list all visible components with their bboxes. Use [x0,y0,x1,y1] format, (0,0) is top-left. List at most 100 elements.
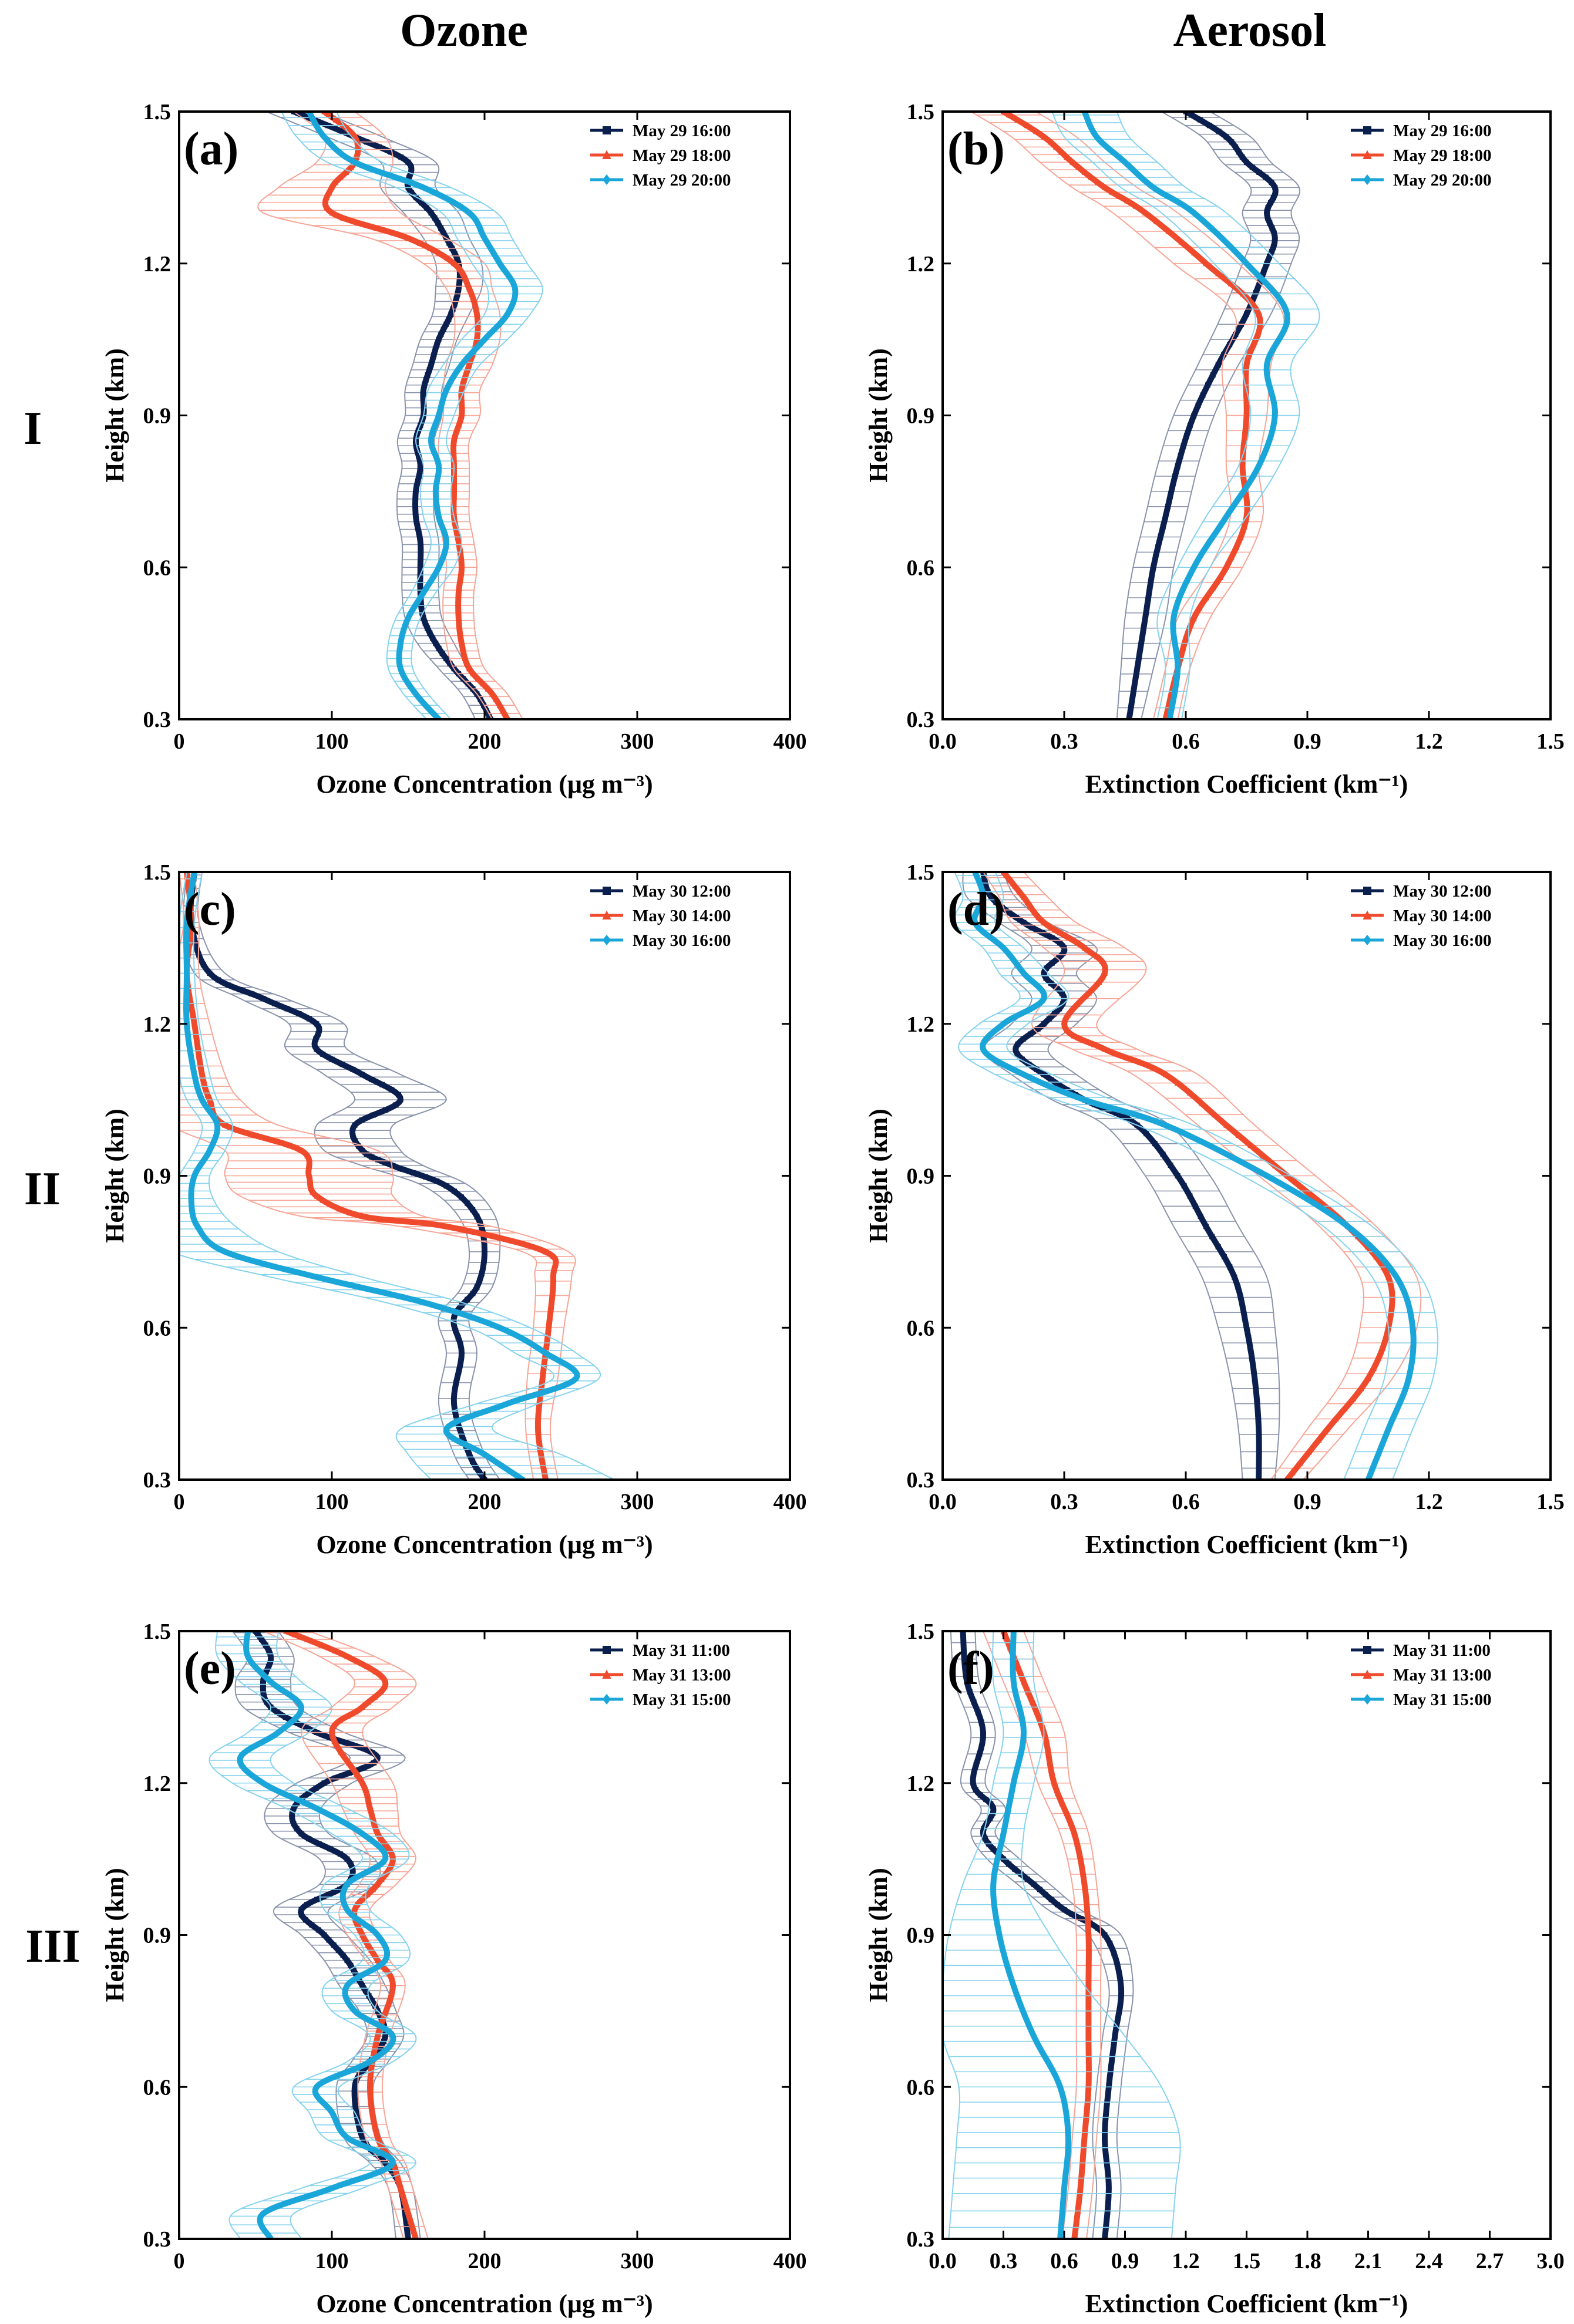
panel-b-series-2-point [1190,615,1197,621]
panel-d-series-2-point [1137,1059,1143,1066]
panel-e-series-1-point [405,2236,411,2239]
panel-e-series-3-point [359,1830,365,1837]
panel-b-series-3-point [1267,351,1273,358]
panel-b-series-1-point [1167,494,1173,499]
panel-d-series-1-point [1046,1016,1052,1022]
panel-d-series-3-point [1411,1334,1417,1342]
panel-d-series-1-point [999,904,1005,910]
panel-c-series-3-point [183,990,189,997]
panel-b-series-1-point [1207,123,1213,129]
panel-c-y-tick-label: 0.9 [143,1164,171,1189]
panel-d-series-2-point [1065,934,1072,941]
panel-a-series-3-point [463,356,469,363]
panel-a-series-1-point [398,154,404,160]
panel-e-series-3-point [237,1759,243,1767]
panel-b-series-1-point [1263,174,1269,180]
panel-d-series-1-point [982,877,988,883]
panel-a-series-1-point [412,508,418,514]
panel-c-series-3-point [184,919,190,927]
panel-e-series-3-point [378,2022,384,2030]
panel-a-series-2-point [466,361,472,368]
panel-c-series-1-point [237,986,243,992]
panel-b-series-1-point [1158,534,1163,540]
panel-a-series-2-point [444,255,450,261]
column-title-aerosol: Aerosol [1173,5,1327,56]
panel-f-series-1-point [973,1787,978,1793]
panel-f-series-1-point [1069,1911,1075,1917]
panel-a-x-tick-label: 400 [773,729,807,754]
panel-c-y-tick-label: 0.6 [143,1316,171,1340]
panel-a-series-1-point [418,200,424,206]
panel-e-legend-marker-1 [603,1646,611,1654]
panel-a-legend-label-3: May 29 20:00 [633,171,731,190]
panel-c-series-2-point [443,1223,449,1230]
panel-e-series-1-point [261,1694,267,1700]
panel-a-series-1-point [421,387,426,393]
panel-d-series-1-point [1013,1046,1018,1052]
panel-b-series-3-point [1085,116,1091,123]
panel-f-series-1-point [980,1730,986,1735]
panel-d-series-3-point [1406,1304,1412,1311]
panel-d-series-1-point [1252,1376,1257,1381]
panel-a-series-2-point [459,412,465,418]
panel-f-series-1-point [1103,2155,1109,2161]
panel-c-series-3-point [212,1243,218,1251]
panel-c-series-2-point [551,1267,557,1274]
panel-b-y-tick-label: 1.2 [907,252,935,277]
panel-b-series-1-point [1160,524,1166,530]
panel-d-series-3-point [1037,1000,1042,1008]
panel-a-series-1-point [456,281,462,287]
panel-e-series-2-point [331,1722,337,1729]
panel-d-series-3-point [1385,1425,1391,1433]
panel-b-series-3-point [1165,193,1171,200]
panel-d-series-3-point [1345,1222,1351,1230]
panel-d-series-1-point [1054,985,1060,991]
panel-f-series-3-point [1058,2228,1064,2236]
panel-e-series-3-point [329,2184,335,2192]
panel-e-series-2-point [403,2205,410,2212]
panel-e-series-2-point [388,1851,395,1857]
panel-e-series-2-point [367,2073,374,2080]
panel-a-series-1-point [412,494,418,499]
panel-c-series-2-point [550,1274,556,1280]
panel-d-series-1-point [1175,1173,1180,1178]
panel-e-series-3-point [237,1754,243,1761]
panel-a-series-2-envelope-right [354,112,523,719]
panel-f-series-3-point [1008,1790,1014,1797]
panel-a-series-2-point [450,508,457,514]
panel-c-series-3-point [490,1405,496,1413]
panel-b-series-1-point [1205,382,1210,388]
panel-e-series-1-point [372,2003,378,2009]
panel-c-series-3-point [191,1172,197,1180]
panel-f-series-3-point [991,1901,997,1908]
panel-c-series-1-point [455,1335,461,1340]
panel-d-series-1-point [1030,925,1035,931]
panel-b-series-1-point [1223,134,1229,140]
panel-c-series-1-envelope-right [197,872,501,1480]
panel-f-series-3-point [1061,2184,1067,2192]
panel-a-series-2-point [452,523,459,530]
panel-d-series-3-point [1410,1324,1415,1332]
panel-b-series-2-point [1047,139,1054,145]
panel-c-series-3-point [189,1182,195,1190]
panel-e-series-2-point [370,1886,376,1892]
panel-c-series-1-point [480,1263,486,1269]
panel-e-series-1-point [266,1648,272,1654]
panel-a-y-tick-label: 0.3 [143,708,171,732]
panel-a-x-tick-label: 200 [468,729,502,754]
panel-b-series-3-point [1173,645,1179,652]
panel-b-series-1-point [1264,210,1270,215]
panel-a-series-3-point [452,371,458,379]
panel-c-series-1-point [453,1380,459,1386]
panel-f-series-3-point [1007,1972,1013,1979]
panel-c-series-1-point [364,1151,369,1157]
panel-c-series-1-point [260,996,266,1002]
panel-c-series-2-point [308,1185,314,1191]
panel-d-series-3-point [1406,1375,1411,1382]
panel-e-series-2-point [318,1642,325,1648]
panel-a-series-2-point [500,708,506,714]
panel-a-series-2-point [325,112,332,118]
panel-a-series-3-point [405,680,411,688]
panel-e-series-1-point [264,1699,270,1705]
panel-d-series-3-point [1299,1193,1305,1200]
